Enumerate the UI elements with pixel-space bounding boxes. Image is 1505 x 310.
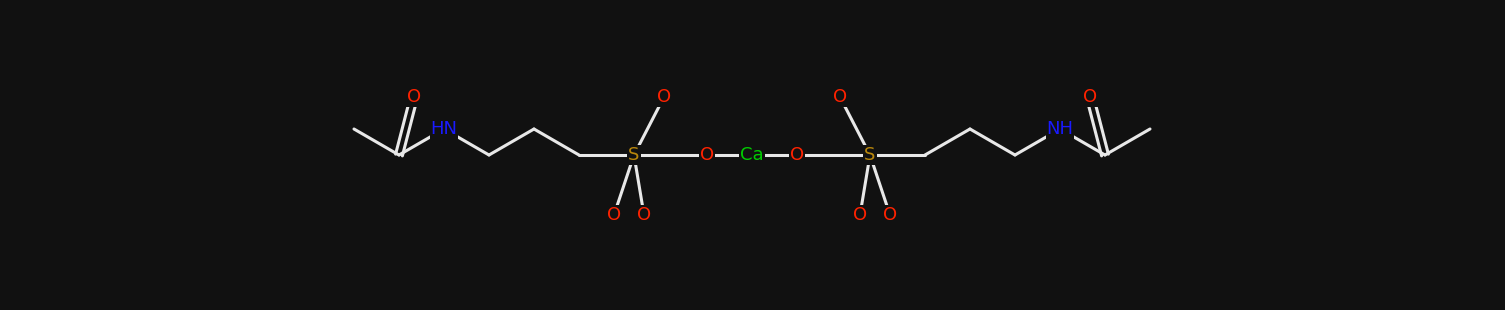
Text: O: O xyxy=(853,206,867,224)
Text: HN: HN xyxy=(430,120,458,138)
Text: O: O xyxy=(1084,88,1097,106)
Text: O: O xyxy=(700,146,713,164)
Text: O: O xyxy=(658,88,671,106)
Text: Ca: Ca xyxy=(740,146,765,164)
Text: O: O xyxy=(406,88,421,106)
Text: O: O xyxy=(832,88,847,106)
Text: S: S xyxy=(864,146,876,164)
Text: NH: NH xyxy=(1046,120,1073,138)
Text: O: O xyxy=(607,206,622,224)
Text: O: O xyxy=(790,146,804,164)
Text: O: O xyxy=(637,206,652,224)
Text: O: O xyxy=(883,206,897,224)
Text: S: S xyxy=(628,146,640,164)
